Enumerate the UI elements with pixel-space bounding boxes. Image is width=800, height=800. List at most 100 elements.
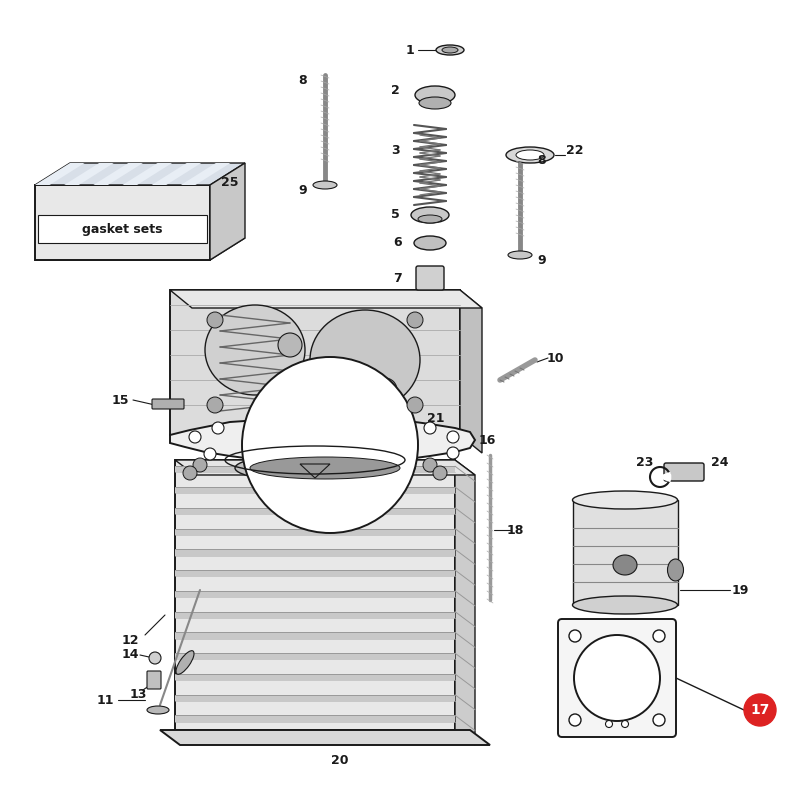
Polygon shape	[170, 290, 482, 308]
Text: 13: 13	[130, 689, 146, 702]
Text: 22: 22	[566, 143, 584, 157]
Text: 15: 15	[111, 394, 129, 406]
Ellipse shape	[613, 555, 637, 575]
Text: 17: 17	[750, 703, 770, 717]
Polygon shape	[160, 730, 490, 745]
Text: 14: 14	[122, 649, 138, 662]
Text: 8: 8	[538, 154, 546, 166]
Wedge shape	[660, 474, 670, 481]
Circle shape	[744, 694, 776, 726]
Text: 5: 5	[390, 209, 399, 222]
Ellipse shape	[442, 47, 458, 53]
Text: 3: 3	[390, 143, 399, 157]
Ellipse shape	[310, 310, 420, 410]
Ellipse shape	[508, 251, 532, 259]
Text: 11: 11	[96, 694, 114, 706]
Bar	[170, 290, 460, 435]
Circle shape	[653, 630, 665, 642]
Circle shape	[407, 312, 423, 328]
Polygon shape	[460, 290, 482, 453]
Bar	[175, 460, 455, 730]
Circle shape	[447, 431, 459, 443]
Circle shape	[569, 630, 581, 642]
Circle shape	[189, 431, 201, 443]
Text: 18: 18	[506, 523, 524, 537]
Ellipse shape	[436, 45, 464, 55]
Polygon shape	[181, 163, 230, 185]
Circle shape	[574, 635, 660, 721]
Ellipse shape	[235, 453, 415, 483]
Ellipse shape	[667, 559, 683, 581]
Bar	[175, 591, 455, 597]
Circle shape	[278, 333, 302, 357]
Circle shape	[373, 378, 397, 402]
Bar	[175, 694, 455, 701]
Text: 23: 23	[636, 455, 654, 469]
Polygon shape	[94, 163, 143, 185]
Circle shape	[204, 448, 216, 460]
Circle shape	[149, 652, 161, 664]
FancyBboxPatch shape	[147, 671, 161, 689]
Text: 7: 7	[394, 271, 402, 285]
FancyBboxPatch shape	[558, 619, 676, 737]
Polygon shape	[122, 163, 172, 185]
Polygon shape	[35, 163, 85, 185]
FancyBboxPatch shape	[664, 463, 704, 481]
Polygon shape	[152, 163, 202, 185]
Polygon shape	[35, 238, 245, 260]
Bar	[175, 715, 455, 722]
Bar	[175, 508, 455, 514]
Circle shape	[622, 721, 629, 727]
Circle shape	[424, 422, 436, 434]
Bar	[175, 653, 455, 659]
Circle shape	[193, 458, 207, 472]
Ellipse shape	[147, 706, 169, 714]
Bar	[175, 612, 455, 618]
Ellipse shape	[415, 86, 455, 104]
Ellipse shape	[573, 596, 678, 614]
Text: 20: 20	[331, 754, 349, 766]
Text: 1: 1	[406, 43, 414, 57]
Polygon shape	[210, 163, 245, 260]
Polygon shape	[64, 163, 114, 185]
Text: 21: 21	[427, 411, 445, 425]
Bar	[175, 674, 455, 680]
Ellipse shape	[414, 236, 446, 250]
Text: 19: 19	[731, 583, 749, 597]
Circle shape	[207, 312, 223, 328]
Circle shape	[423, 458, 437, 472]
Polygon shape	[35, 185, 210, 260]
Circle shape	[433, 466, 447, 480]
Text: 2: 2	[390, 83, 399, 97]
Polygon shape	[175, 460, 475, 475]
Text: 9: 9	[298, 183, 307, 197]
Ellipse shape	[411, 207, 449, 223]
Text: 16: 16	[478, 434, 496, 446]
Text: 12: 12	[122, 634, 138, 646]
Text: 25: 25	[222, 175, 238, 189]
Bar	[175, 550, 455, 555]
Bar	[175, 570, 455, 576]
FancyBboxPatch shape	[38, 215, 207, 243]
Bar	[175, 529, 455, 534]
Text: 6: 6	[394, 237, 402, 250]
Circle shape	[653, 714, 665, 726]
Ellipse shape	[250, 457, 400, 479]
Bar	[175, 466, 455, 473]
Circle shape	[313, 393, 337, 417]
Ellipse shape	[418, 215, 442, 223]
FancyBboxPatch shape	[152, 399, 184, 409]
Polygon shape	[455, 460, 475, 745]
Ellipse shape	[573, 491, 678, 509]
Text: 8: 8	[298, 74, 307, 86]
Ellipse shape	[176, 650, 194, 674]
Bar	[175, 487, 455, 494]
Text: 9: 9	[538, 254, 546, 266]
Bar	[175, 632, 455, 638]
Circle shape	[606, 721, 613, 727]
Ellipse shape	[205, 305, 305, 395]
Text: gasket sets: gasket sets	[82, 222, 162, 235]
Circle shape	[207, 397, 223, 413]
Circle shape	[569, 714, 581, 726]
Text: 10: 10	[546, 351, 564, 365]
